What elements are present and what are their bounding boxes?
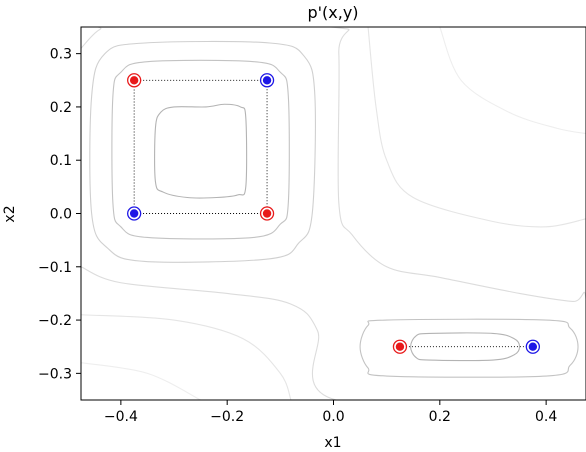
x-tick-label: 0.4 — [535, 409, 557, 425]
contour-line — [81, 362, 201, 400]
y-axis: 0.3 0.2 0.1 0.0 −0.1 −0.2 −0.3 — [38, 47, 81, 382]
contour-line — [367, 27, 586, 228]
y-tick-label: −0.2 — [38, 313, 72, 329]
x-tick-label: 0.2 — [429, 409, 451, 425]
y-tick-label: 0.3 — [50, 47, 72, 63]
contour-line — [111, 59, 290, 240]
contour-line — [410, 332, 521, 362]
red-point — [259, 206, 275, 221]
x-axis-label: x1 — [324, 435, 341, 451]
x-tick-label: 0.0 — [322, 409, 344, 425]
x-axis: −0.4 −0.2 0.0 0.2 0.4 — [104, 400, 557, 425]
y-tick-label: −0.3 — [38, 366, 72, 382]
plot-frame — [80, 26, 586, 401]
contour-line — [439, 27, 586, 135]
red-point — [127, 73, 142, 88]
contour-line — [81, 27, 586, 400]
red-point — [392, 339, 408, 354]
contour-line — [89, 40, 316, 263]
blue-point — [259, 73, 275, 88]
y-tick-label: 0.1 — [50, 153, 72, 169]
y-tick-label: 0.2 — [50, 100, 72, 116]
contour-layer — [81, 27, 586, 400]
y-tick-label: −0.1 — [38, 260, 72, 276]
y-axis-label: x2 — [2, 205, 18, 222]
blue-point — [127, 206, 142, 221]
blue-point — [525, 339, 540, 354]
point-layer — [127, 73, 540, 354]
contour-line — [81, 314, 292, 400]
contour-line — [359, 318, 579, 378]
chart-title: p'(x,y) — [307, 3, 358, 22]
contour-line — [154, 103, 248, 199]
link-layer — [133, 79, 533, 348]
y-tick-label: 0.0 — [50, 207, 72, 223]
x-tick-label: −0.2 — [210, 409, 244, 425]
x-tick-label: −0.4 — [104, 409, 138, 425]
